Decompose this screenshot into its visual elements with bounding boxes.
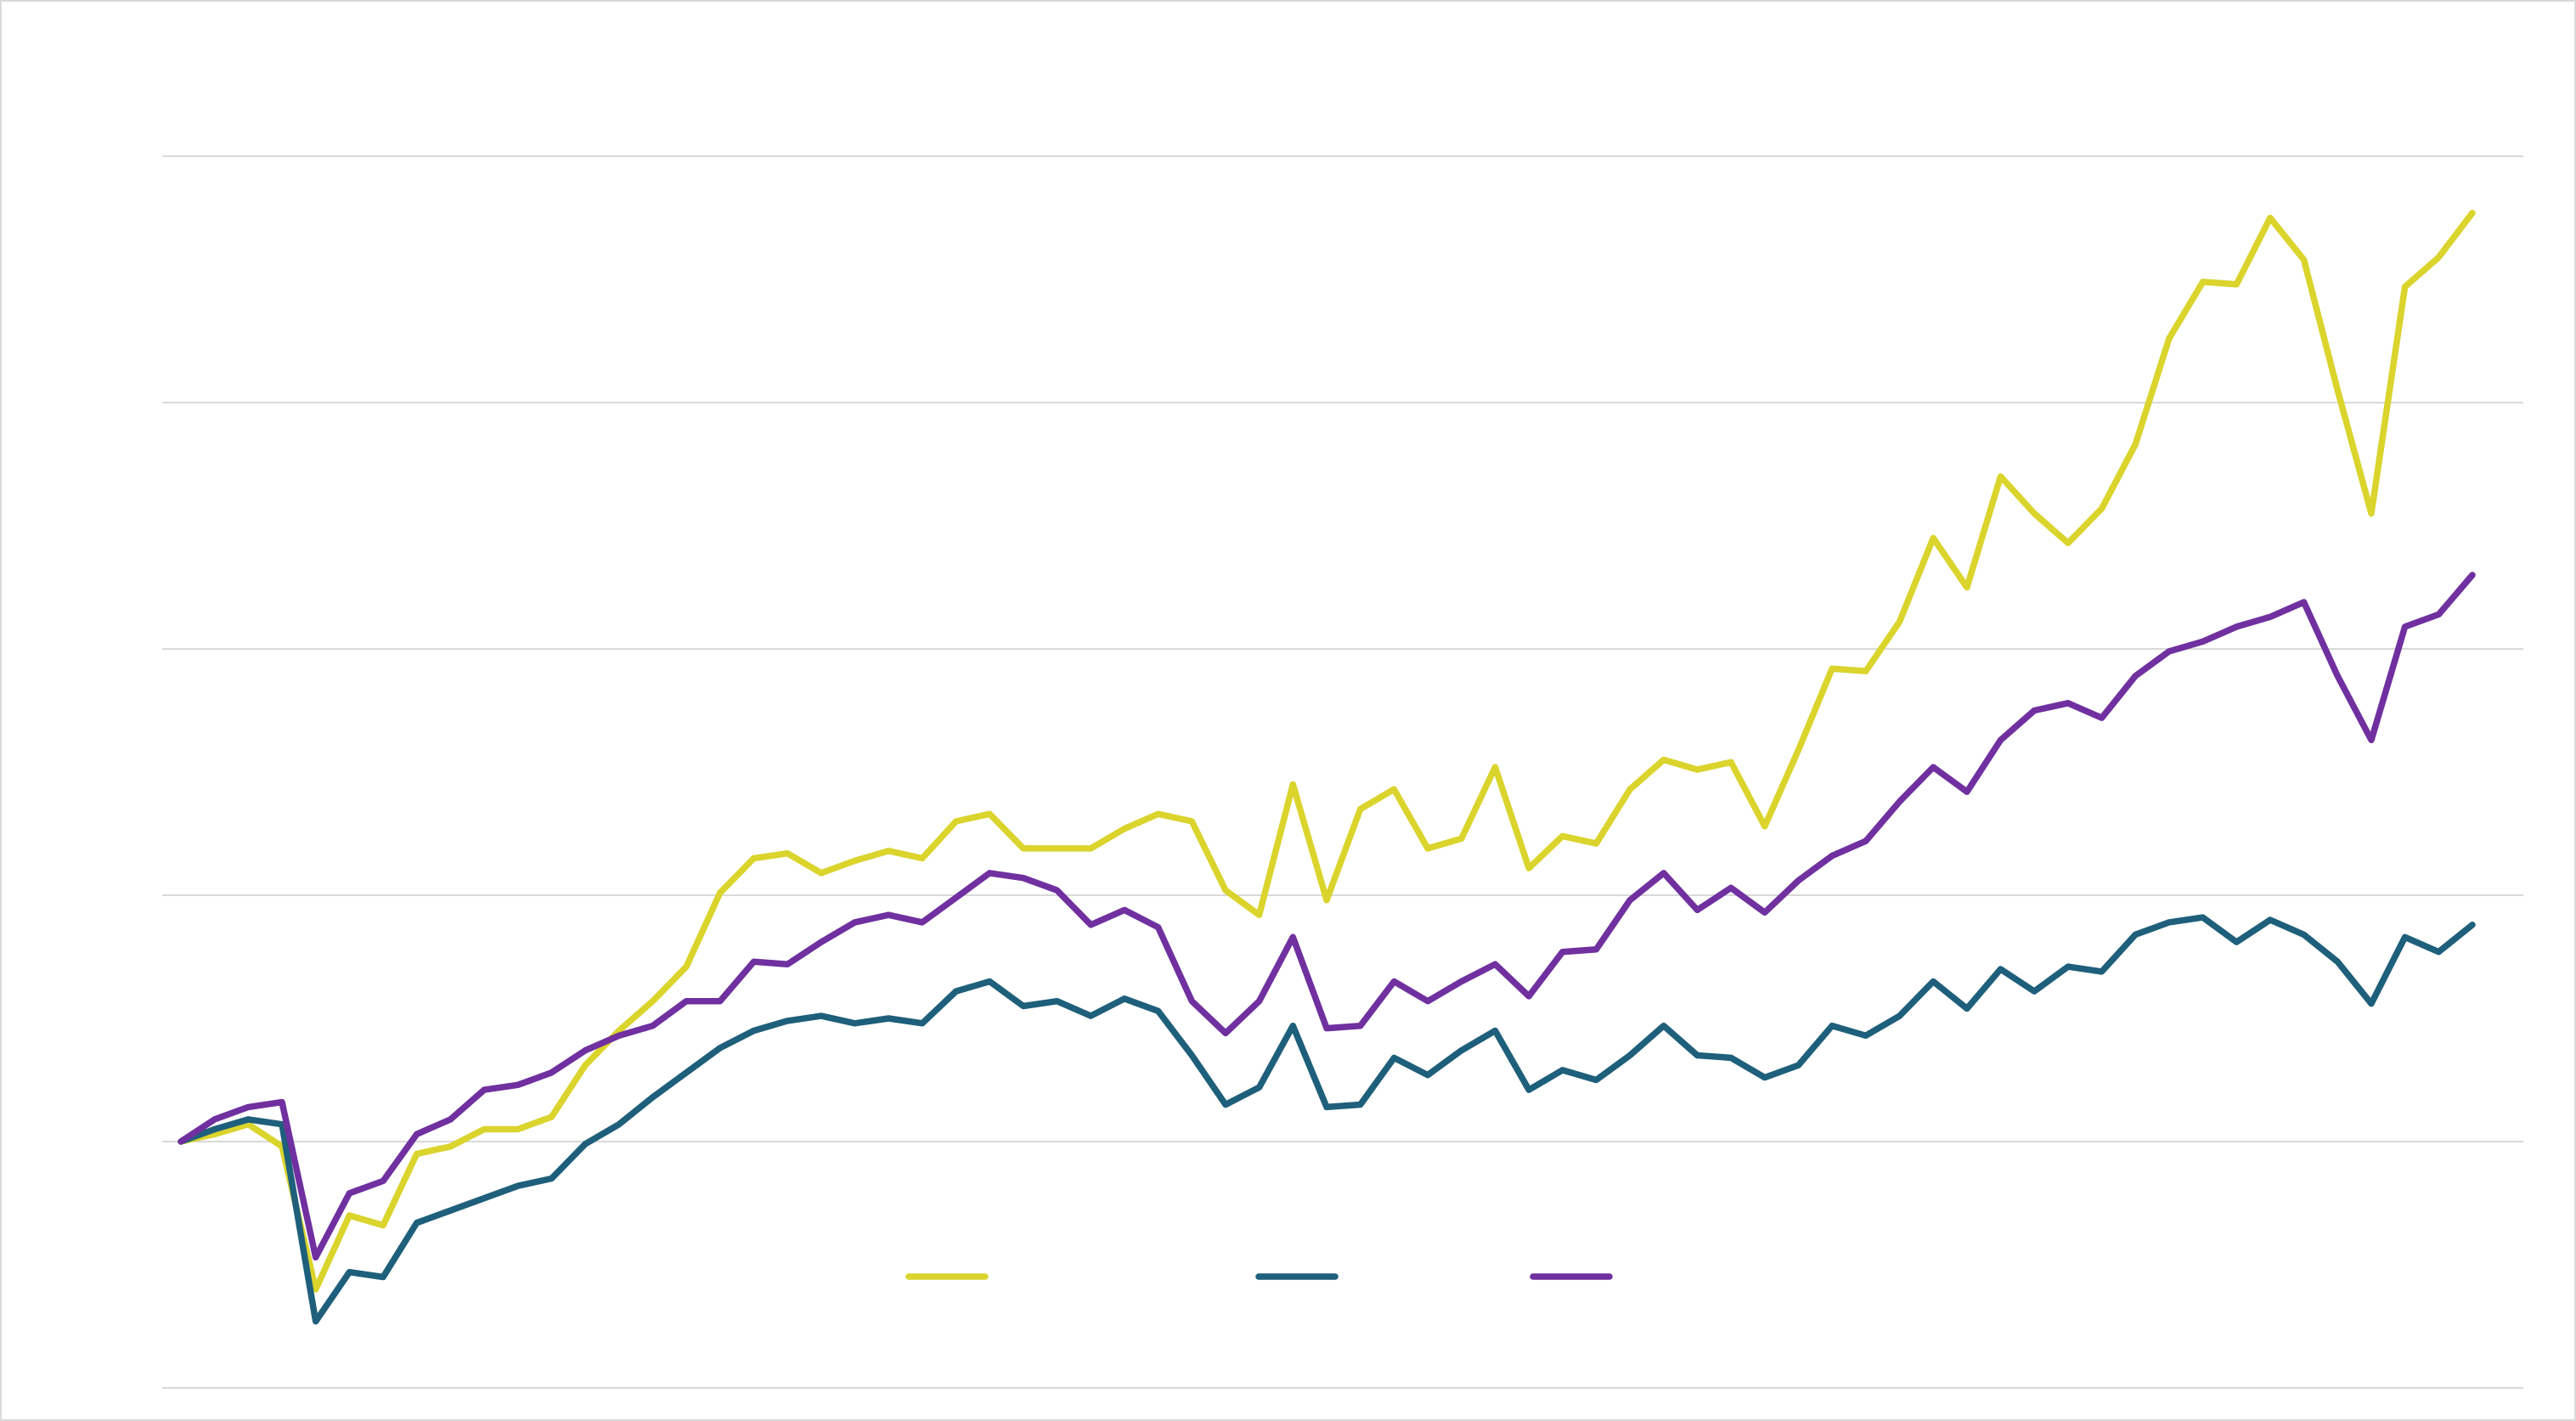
grid — [162, 155, 2523, 1389]
plot-lines — [178, 209, 2476, 1325]
series-line — [178, 572, 2476, 1261]
series-line — [178, 209, 2476, 1293]
series-line — [178, 914, 2476, 1325]
